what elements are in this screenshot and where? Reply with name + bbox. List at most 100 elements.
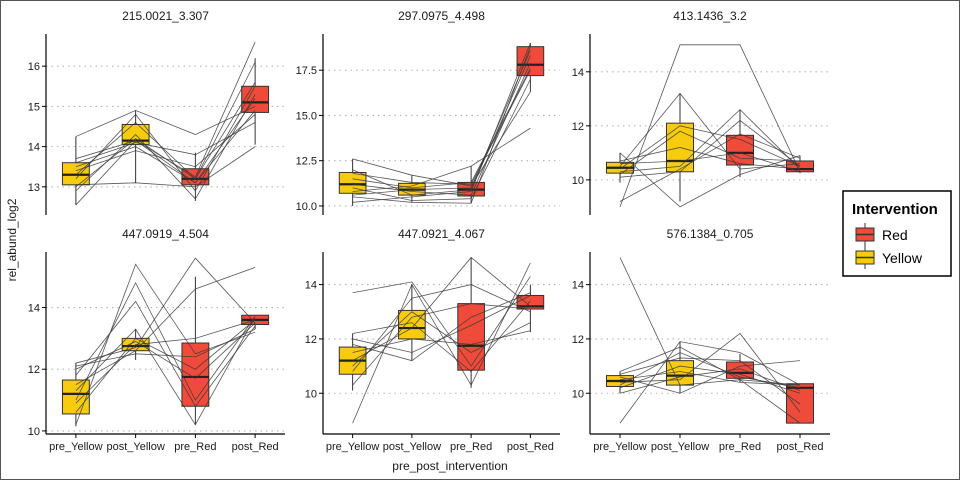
panel-2: 297.0975_4.498 10.0 12.5 15.0 17.5: [296, 9, 560, 215]
subject-line: [75, 106, 256, 137]
subject-line: [75, 267, 256, 385]
subject-line: [619, 346, 801, 386]
x-tick-label: post_Yellow: [106, 441, 164, 453]
legend-label-yellow: Yellow: [882, 250, 923, 266]
subject-line: [75, 110, 256, 184]
x-tick-label: post_Red: [232, 441, 279, 453]
subject-line: [75, 122, 256, 164]
panel-title: 215.0021_3.307: [122, 9, 209, 23]
legend-label-red: Red: [882, 227, 908, 243]
x-tick-label: pre_Red: [450, 441, 492, 453]
y-tick-label: 15.0: [296, 110, 317, 122]
subject-line: [75, 146, 256, 188]
subject-line: [619, 147, 801, 170]
subject-line: [75, 322, 256, 379]
y-tick-label: 12.5: [296, 156, 317, 168]
legend-entry-yellow: Yellow: [855, 246, 923, 269]
subject-line: [75, 82, 256, 180]
x-tick-label: pre_Yellow: [326, 441, 379, 453]
subject-line: [619, 44, 801, 208]
subject-line: [352, 276, 531, 367]
y-tick-label: 16: [28, 61, 40, 73]
subject-line: [352, 284, 531, 372]
subject-line: [352, 50, 531, 196]
box-post_Red: [241, 85, 270, 113]
subject-line: [619, 368, 801, 394]
x-tick-label: pre_Red: [174, 441, 216, 453]
panel-title: 413.1436_3.2: [673, 9, 747, 23]
y-tick-label: 14: [572, 280, 584, 292]
panel-title: 576.1384_0.705: [667, 227, 754, 241]
subject-line: [352, 256, 531, 362]
y-tick-label: 14: [28, 142, 40, 154]
x-tick-label: post_Yellow: [383, 441, 441, 453]
y-axis-label: rel_abund_log2: [5, 198, 19, 281]
subject-line: [619, 371, 801, 386]
y-tick-label: 15: [28, 101, 40, 113]
box-post_Red: [786, 383, 814, 424]
panel-6: 576.1384_0.705 10 12 14 pre_Yellow post_Yello…: [572, 227, 830, 453]
y-tick-label: 10: [28, 426, 40, 438]
subject-line: [619, 133, 801, 202]
subject-line: [352, 46, 531, 204]
panel-4: 447.0919_4.504 10 12 14 pre_Yellow post_Yello…: [28, 227, 285, 453]
subject-line: [75, 114, 256, 172]
subject-line: [619, 341, 801, 424]
panel-title: 297.0975_4.498: [398, 9, 485, 23]
y-tick-label: 12: [305, 334, 317, 346]
subject-line: [619, 257, 801, 424]
subject-line: [352, 311, 531, 367]
legend: Intervention Red Yellow: [842, 190, 952, 277]
y-tick-label: 14: [572, 67, 584, 79]
subject-line: [352, 127, 531, 192]
y-tick-label: 17.5: [296, 65, 317, 77]
subject-line: [352, 303, 531, 386]
subject-line: [352, 300, 531, 373]
legend-title: Intervention: [852, 201, 938, 218]
subject-line: [352, 55, 531, 196]
x-axis-label: pre_post_intervention: [392, 459, 507, 473]
y-tick-label: 10: [305, 388, 317, 400]
subject-line: [619, 152, 801, 208]
subject-line: [75, 328, 256, 367]
subject-line: [619, 125, 801, 170]
subject-line: [75, 300, 256, 407]
subject-line: [352, 62, 531, 196]
panel-title: 447.0919_4.504: [122, 227, 209, 241]
subject-line: [352, 292, 531, 362]
y-tick-label: 13: [28, 182, 40, 194]
subject-line: [352, 262, 531, 424]
subject-line: [619, 152, 801, 173]
x-tick-label: pre_Red: [719, 441, 761, 453]
subject-line: [619, 109, 801, 173]
y-tick-label: 12: [572, 121, 584, 133]
legend-entry-red: Red: [855, 223, 908, 246]
y-tick-label: 12: [28, 364, 40, 376]
subject-line: [352, 79, 531, 201]
panel-3: 413.1436_3.2 10 12 14: [572, 9, 830, 215]
subject-line: [619, 332, 801, 413]
panel-5: 447.0921_4.067 10 12 14 pre_Yellow post_Yello…: [305, 227, 560, 453]
y-tick-label: 14: [305, 280, 317, 292]
subject-line: [75, 319, 256, 404]
y-tick-label: 14: [28, 303, 40, 315]
y-tick-label: 10: [572, 175, 584, 187]
y-tick-label: 10: [572, 388, 584, 400]
box-pre_Red: [726, 134, 754, 166]
x-tick-label: post_Red: [776, 441, 823, 453]
x-tick-label: post_Yellow: [651, 441, 709, 453]
panel-1: 215.0021_3.307 13 14 15 16: [28, 9, 285, 215]
y-tick-label: 12: [572, 334, 584, 346]
x-tick-label: post_Red: [507, 441, 554, 453]
box-pre_Yellow: [61, 379, 90, 415]
box-pre_Red: [457, 303, 485, 371]
box-pre_Yellow: [338, 171, 367, 194]
subject-line: [352, 70, 531, 185]
panel-title: 447.0921_4.067: [398, 227, 485, 241]
subject-line: [619, 119, 801, 178]
y-tick-label: 10.0: [296, 201, 317, 213]
x-tick-label: pre_Yellow: [49, 441, 102, 453]
x-tick-label: pre_Yellow: [593, 441, 646, 453]
subject-line: [619, 130, 801, 175]
